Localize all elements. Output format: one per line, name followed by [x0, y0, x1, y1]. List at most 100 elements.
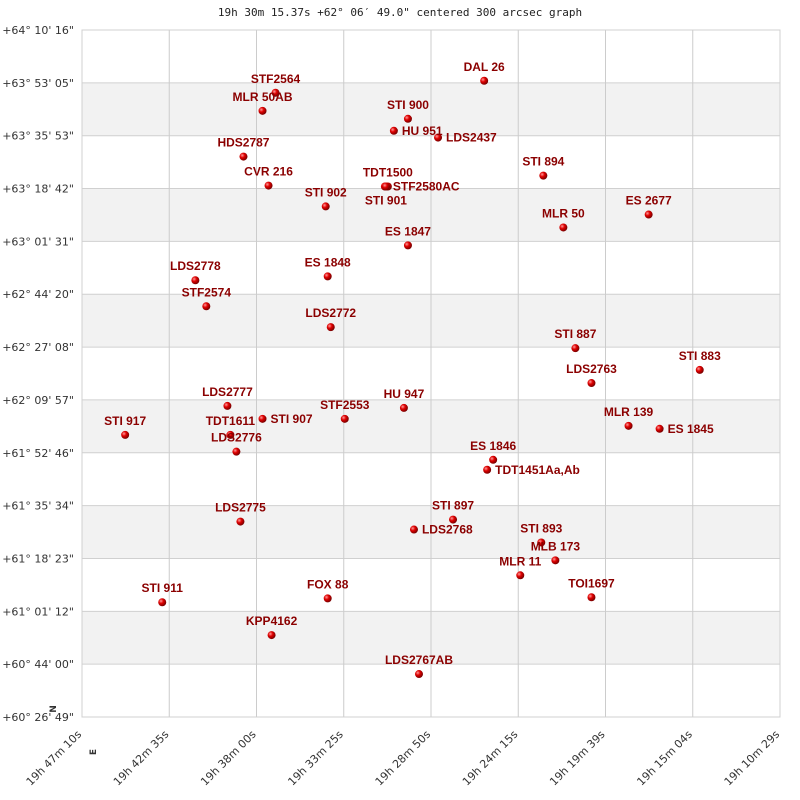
star-marker	[655, 424, 664, 433]
x-tick-label: 19h 19m 39s	[547, 728, 608, 789]
star-marker	[321, 202, 330, 211]
star-label: MLR 11	[499, 554, 541, 568]
star-marker	[624, 421, 633, 430]
star-label: STI 902	[305, 185, 347, 199]
north-indicator: N	[49, 705, 59, 713]
star-label: LDS2775	[215, 501, 266, 515]
y-tick-label: +64° 10' 16"	[2, 24, 74, 37]
star-label: HDS2787	[217, 136, 269, 150]
y-tick-label: +63° 53' 05"	[2, 77, 74, 90]
star-marker	[239, 152, 248, 161]
star-label: DAL 26	[464, 60, 505, 74]
star-label: STI 887	[554, 327, 596, 341]
star-marker	[587, 379, 596, 388]
star-marker	[695, 365, 704, 374]
y-tick-label: +61° 18' 23"	[2, 552, 74, 565]
star-label: STI 894	[522, 155, 564, 169]
star-label: STF2564	[251, 72, 301, 86]
star-label: LDS2778	[170, 259, 221, 273]
star-marker	[202, 302, 211, 311]
star-marker	[539, 171, 548, 180]
x-tick-label: 19h 28m 50s	[373, 728, 434, 789]
star-label: LDS2776	[211, 431, 262, 445]
x-tick-label: 19h 10m 29s	[722, 728, 783, 789]
star-label: LDS2767AB	[385, 653, 453, 667]
y-tick-label: +62° 44' 20"	[2, 288, 74, 301]
star-marker	[489, 455, 498, 464]
star-label: ES 2677	[626, 194, 672, 208]
star-label: TDT1500	[363, 165, 413, 179]
star-label: STI 907	[271, 412, 313, 426]
x-tick-label: 19h 38m 00s	[198, 728, 259, 789]
star-marker	[551, 556, 560, 565]
star-marker	[258, 106, 267, 115]
star-label: LDS2768	[422, 523, 473, 537]
star-label: STF2580AC	[393, 179, 460, 193]
y-tick-label: +61° 52' 46"	[2, 447, 74, 460]
star-label: STI 900	[387, 98, 429, 112]
star-label: LDS2777	[202, 385, 253, 399]
x-tick-label: 19h 33m 25s	[285, 728, 346, 789]
star-marker	[449, 515, 458, 524]
star-marker	[409, 525, 418, 534]
y-tick-label: +62° 09' 57"	[2, 394, 74, 407]
star-marker	[381, 182, 390, 191]
star-label: LDS2437	[446, 131, 497, 145]
star-marker	[644, 210, 653, 219]
star-label: STF2574	[182, 285, 232, 299]
y-tick-label: +63° 01' 31"	[2, 235, 74, 248]
star-marker	[271, 88, 280, 97]
star-marker	[403, 241, 412, 250]
star-label: ES 1847	[385, 224, 431, 238]
star-marker	[434, 133, 443, 142]
star-marker	[340, 414, 349, 423]
y-tick-label: +63° 35' 53"	[2, 130, 74, 143]
star-label: ES 1845	[668, 422, 714, 436]
plot-border	[81, 29, 781, 718]
star-label: STI 917	[104, 414, 146, 428]
star-label: HU 947	[384, 387, 425, 401]
east-indicator: E	[89, 749, 99, 755]
star-label: STI 883	[679, 349, 721, 363]
star-label: STI 911	[142, 581, 184, 595]
x-tick-label: 19h 47m 10s	[24, 728, 85, 789]
star-label: LDS2763	[566, 362, 617, 376]
star-marker	[516, 571, 525, 580]
star-label: LDS2772	[305, 306, 356, 320]
star-label: TDT1611	[206, 414, 256, 428]
star-marker	[399, 403, 408, 412]
star-marker	[232, 447, 241, 456]
star-label: MLR 50	[542, 206, 585, 220]
y-tick-label: +60° 26' 49"	[2, 711, 74, 724]
star-label: TDT1451Aa,Ab	[495, 463, 580, 477]
star-marker	[326, 323, 335, 332]
star-label: STF2553	[320, 398, 370, 412]
y-tick-label: +61° 35' 34"	[2, 500, 74, 513]
star-marker	[587, 593, 596, 602]
star-label: TOI1697	[568, 576, 615, 590]
star-marker	[414, 670, 423, 679]
star-marker	[236, 517, 245, 526]
star-label: STI 897	[432, 499, 474, 513]
star-marker	[264, 181, 273, 190]
star-label: STI 893	[520, 521, 562, 535]
star-label: KPP4162	[246, 614, 298, 628]
star-label: ES 1846	[470, 439, 516, 453]
star-marker	[158, 598, 167, 607]
star-label: MLR 139	[604, 405, 654, 419]
star-label: MLR 50AB	[233, 90, 293, 104]
star-marker	[323, 594, 332, 603]
star-marker	[223, 401, 232, 410]
y-tick-label: +60° 44' 00"	[2, 658, 74, 671]
star-label: MLB 173	[531, 539, 581, 553]
y-tick-label: +63° 18' 42"	[2, 183, 74, 196]
star-label: HU 951	[402, 124, 443, 138]
star-marker	[267, 631, 276, 640]
x-tick-label: 19h 42m 35s	[111, 728, 172, 789]
star-marker	[191, 276, 200, 285]
chart-title: 19h 30m 15.37s +62° 06′ 49.0" centered 3…	[217, 6, 583, 19]
x-tick-label: 19h 15m 04s	[634, 728, 695, 789]
y-tick-label: +61° 01' 12"	[2, 605, 74, 618]
star-label: STI 901	[365, 193, 407, 207]
